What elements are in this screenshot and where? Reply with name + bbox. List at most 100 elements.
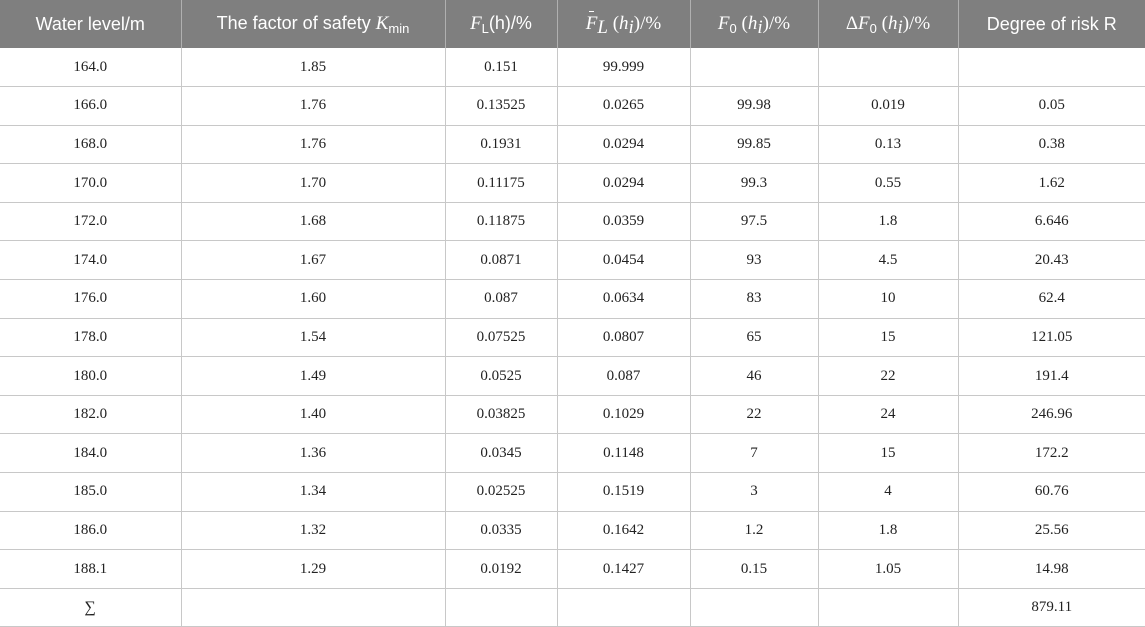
cell-delta-f0-hi: 1.8 [818, 202, 959, 242]
cell-water-level: 182.0 [0, 395, 182, 435]
cell-fl-bar-hi [557, 588, 691, 627]
table-row: 172.0 1.68 0.11875 0.0359 97.5 1.8 6.646 [0, 202, 1145, 242]
cell-safety-factor: 1.36 [181, 433, 446, 474]
cell-delta-f0-hi: 0.019 [818, 86, 959, 126]
table-row: 176.0 1.60 0.087 0.0634 83 10 62.4 [0, 279, 1145, 319]
cell-safety-factor: 1.54 [181, 318, 446, 358]
cell-delta-f0-hi: 4 [818, 472, 959, 512]
table-row: 170.0 1.70 0.11175 0.0294 99.3 0.55 1.62 [0, 163, 1145, 203]
cell-water-level: 174.0 [0, 240, 182, 281]
cell-fl-h: 0.151 [445, 48, 558, 88]
cell-f0-hi: 46 [690, 356, 819, 396]
cell-degree-of-risk: 172.2 [958, 433, 1145, 474]
cell-fl-h: 0.1931 [445, 125, 558, 165]
cell-safety-factor: 1.40 [181, 395, 446, 435]
cell-delta-f0-hi: 0.13 [818, 125, 959, 165]
cell-fl-h: 0.0525 [445, 356, 558, 396]
cell-fl-bar-hi: 0.0807 [557, 318, 691, 358]
cell-f0-hi: 0.15 [690, 549, 819, 589]
cell-delta-f0-hi: 4.5 [818, 240, 959, 281]
header-safety-factor: The factor of safety Kmin [181, 0, 446, 48]
cell-fl-h: 0.03825 [445, 395, 558, 435]
cell-fl-bar-hi: 0.1029 [557, 395, 691, 435]
cell-degree-of-risk: 6.646 [958, 202, 1145, 242]
table-row: 164.0 1.85 0.151 99.999 [0, 48, 1145, 88]
sum-row: ∑ 879.11 [0, 588, 1145, 627]
cell-fl-bar-hi: 0.0265 [557, 86, 691, 126]
cell-fl-bar-hi: 99.999 [557, 48, 691, 88]
cell-fl-bar-hi: 0.087 [557, 356, 691, 396]
cell-delta-f0-hi: 15 [818, 318, 959, 358]
cell-water-level: 188.1 [0, 549, 182, 589]
header-delta-f0-hi: ΔF0 (hi)/% [818, 0, 959, 48]
cell-fl-h: 0.07525 [445, 318, 558, 358]
cell-safety-factor: 1.67 [181, 240, 446, 281]
cell-degree-of-risk: 62.4 [958, 279, 1145, 319]
cell-safety-factor: 1.29 [181, 549, 446, 589]
cell-water-level: 176.0 [0, 279, 182, 319]
cell-f0-hi: 3 [690, 472, 819, 512]
cell-delta-f0-hi: 1.8 [818, 511, 959, 551]
cell-fl-bar-hi: 0.0294 [557, 125, 691, 165]
cell-f0-hi: 1.2 [690, 511, 819, 551]
cell-safety-factor: 1.32 [181, 511, 446, 551]
cell-water-level: 186.0 [0, 511, 182, 551]
cell-f0-hi: 99.98 [690, 86, 819, 126]
cell-delta-f0-hi [818, 48, 959, 88]
table-row: 184.0 1.36 0.0345 0.1148 7 15 172.2 [0, 433, 1145, 474]
cell-delta-f0-hi: 0.55 [818, 163, 959, 203]
cell-delta-f0-hi: 10 [818, 279, 959, 319]
cell-delta-f0-hi [818, 588, 959, 627]
header-degree-of-risk: Degree of risk R [958, 0, 1145, 48]
cell-safety-factor: 1.76 [181, 86, 446, 126]
cell-f0-hi: 83 [690, 279, 819, 319]
cell-water-level: 166.0 [0, 86, 182, 126]
cell-water-level: 178.0 [0, 318, 182, 358]
table-body: 164.0 1.85 0.151 99.999 166.0 1.76 0.135… [0, 48, 1145, 627]
cell-fl-h: 0.087 [445, 279, 558, 319]
sum-degree-of-risk: 879.11 [958, 588, 1145, 627]
cell-f0-hi [690, 588, 819, 627]
cell-fl-h [445, 588, 558, 627]
cell-degree-of-risk: 1.62 [958, 163, 1145, 203]
cell-f0-hi: 22 [690, 395, 819, 435]
cell-fl-h: 0.0335 [445, 511, 558, 551]
cell-safety-factor: 1.70 [181, 163, 446, 203]
cell-fl-h: 0.11175 [445, 163, 558, 203]
cell-fl-bar-hi: 0.1642 [557, 511, 691, 551]
cell-f0-hi: 65 [690, 318, 819, 358]
cell-water-level: 168.0 [0, 125, 182, 165]
cell-f0-hi: 99.3 [690, 163, 819, 203]
cell-delta-f0-hi: 24 [818, 395, 959, 435]
header-water-level: Water level/m [0, 0, 182, 48]
cell-fl-bar-hi: 0.0454 [557, 240, 691, 281]
cell-fl-bar-hi: 0.1148 [557, 433, 691, 474]
cell-fl-h: 0.11875 [445, 202, 558, 242]
cell-fl-bar-hi: 0.0294 [557, 163, 691, 203]
cell-degree-of-risk: 191.4 [958, 356, 1145, 396]
cell-delta-f0-hi: 22 [818, 356, 959, 396]
table-row: 174.0 1.67 0.0871 0.0454 93 4.5 20.43 [0, 240, 1145, 281]
cell-water-level: 184.0 [0, 433, 182, 474]
cell-f0-hi: 99.85 [690, 125, 819, 165]
cell-fl-h: 0.02525 [445, 472, 558, 512]
table-row: 182.0 1.40 0.03825 0.1029 22 24 246.96 [0, 395, 1145, 435]
cell-fl-h: 0.0345 [445, 433, 558, 474]
cell-water-level: 180.0 [0, 356, 182, 396]
cell-delta-f0-hi: 15 [818, 433, 959, 474]
cell-fl-h: 0.0192 [445, 549, 558, 589]
table-row: 185.0 1.34 0.02525 0.1519 3 4 60.76 [0, 472, 1145, 512]
cell-safety-factor: 1.34 [181, 472, 446, 512]
cell-degree-of-risk: 121.05 [958, 318, 1145, 358]
cell-f0-hi: 93 [690, 240, 819, 281]
cell-water-level: 164.0 [0, 48, 182, 88]
cell-fl-h: 0.13525 [445, 86, 558, 126]
table-row: 188.1 1.29 0.0192 0.1427 0.15 1.05 14.98 [0, 549, 1145, 589]
sum-symbol: ∑ [0, 588, 182, 627]
cell-fl-bar-hi: 0.0359 [557, 202, 691, 242]
header-f0-hi: F0 (hi)/% [690, 0, 819, 48]
header-fl-h: FL(h)/% [445, 0, 558, 48]
cell-fl-bar-hi: 0.1519 [557, 472, 691, 512]
cell-degree-of-risk: 246.96 [958, 395, 1145, 435]
